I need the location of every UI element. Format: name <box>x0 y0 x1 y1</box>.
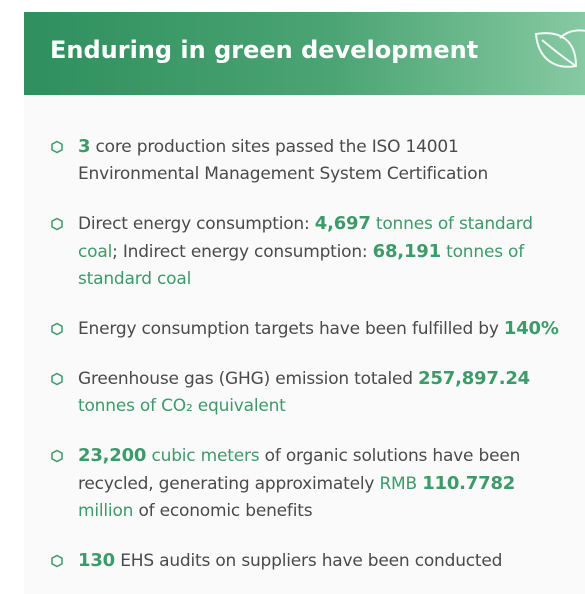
item-list: 3 core production sites passed the ISO 1… <box>50 133 570 594</box>
list-item: Energy consumption targets have been ful… <box>50 315 570 343</box>
hexagon-bullet <box>51 217 63 231</box>
highlight-figure: 68,191 <box>372 241 441 262</box>
highlight-figure: 257,897.24 <box>418 368 530 389</box>
header-band: Enduring in green development <box>24 12 585 95</box>
body-text: EHS audits on suppliers have been conduc… <box>114 551 503 571</box>
highlight-text: million <box>78 501 134 521</box>
highlight-figure: 110.7782 <box>422 473 516 494</box>
highlight-figure: 3 <box>78 136 91 157</box>
list-item: 23,200 cubic meters of organic solutions… <box>50 442 570 525</box>
highlight-text: tonnes of standard coal <box>78 214 533 262</box>
leaf-icon <box>534 29 585 68</box>
highlight-text: RMB <box>379 474 423 494</box>
body-text: Direct energy consumption: <box>78 214 315 234</box>
body-text: of economic benefits <box>133 501 313 521</box>
header-title: Enduring in green development <box>50 36 479 64</box>
hexagon-bullet <box>51 372 63 386</box>
highlight-text: tonnes of standard coal <box>78 242 525 289</box>
list-item: 3 core production sites passed the ISO 1… <box>50 133 570 188</box>
body-text: Greenhouse gas (GHG) emission totaled <box>78 369 419 389</box>
body-text: ; Indirect energy consumption: <box>112 242 373 262</box>
body-text: Energy consumption targets have been ful… <box>78 319 504 339</box>
list-item: Greenhouse gas (GHG) emission totaled 25… <box>50 365 570 420</box>
hexagon-bullet <box>51 140 63 154</box>
highlight-figure: 130 <box>78 550 115 571</box>
body-text: core production sites passed the ISO 140… <box>78 137 489 184</box>
hexagon-bullet <box>51 554 63 568</box>
highlight-figure: 140% <box>503 318 559 339</box>
highlight-figure: 4,697 <box>314 213 371 234</box>
list-item: Direct energy consumption: 4,697 tonnes … <box>50 210 570 293</box>
list-item: 130 EHS audits on suppliers have been co… <box>50 547 570 575</box>
highlight-text: cubic meters <box>146 446 260 466</box>
hexagon-bullet <box>51 449 63 463</box>
panel: Enduring in green development 3 core pro… <box>24 12 585 594</box>
hexagon-bullet <box>51 322 63 336</box>
highlight-figure: 23,200 <box>78 445 147 466</box>
highlight-text: tonnes of CO₂ equivalent <box>78 396 286 416</box>
body-text: of organic solutions have been recycled,… <box>78 446 521 494</box>
